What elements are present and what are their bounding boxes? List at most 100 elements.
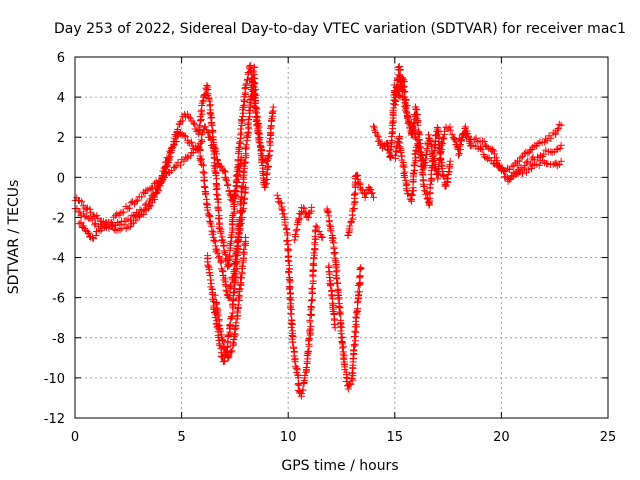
data-point-trace-b <box>180 131 188 139</box>
data-point-trace-m <box>416 153 424 161</box>
data-point-trace-a <box>89 211 97 219</box>
data-point-trace-d <box>250 63 258 71</box>
data-point-trace-n <box>401 173 409 181</box>
data-point-trace-l <box>387 151 395 159</box>
data-point-trace-j <box>331 324 339 332</box>
data-point-trace-g <box>294 380 302 388</box>
data-point-trace-m <box>421 187 429 195</box>
data-point-trace-g <box>318 234 326 241</box>
data-point-trace-m <box>412 134 420 142</box>
data-point-trace-b <box>230 188 238 196</box>
data-point-trace-d <box>242 141 250 149</box>
data-point-trace-c <box>203 200 211 208</box>
data-point-trace-p <box>517 154 525 162</box>
data-point-trace-n <box>400 163 408 171</box>
data-point-trace-d <box>205 269 213 277</box>
data-point-trace-g <box>306 326 314 334</box>
data-point-trace-l <box>373 131 381 139</box>
data-point-trace-m <box>437 155 445 163</box>
data-point-trace-f <box>266 137 274 145</box>
data-point-trace-g <box>304 347 312 355</box>
data-point-trace-c <box>92 231 100 239</box>
data-point-trace-a <box>263 157 271 165</box>
data-point-trace-a <box>195 130 203 138</box>
data-point-trace-q <box>526 160 534 168</box>
data-point-trace-k <box>354 175 362 183</box>
data-point-trace-c <box>215 252 223 260</box>
data-point-trace-c <box>77 218 85 226</box>
data-point-trace-b <box>229 194 237 202</box>
data-point-trace-i <box>333 280 341 287</box>
data-point-trace-c <box>222 286 230 294</box>
data-point-trace-d <box>233 255 241 263</box>
data-point-trace-p <box>472 134 480 142</box>
data-point-trace-c <box>183 154 191 162</box>
data-point-trace-c <box>120 208 128 216</box>
data-point-trace-g <box>273 191 281 199</box>
data-point-trace-f <box>269 103 277 111</box>
data-point-trace-e <box>229 339 237 347</box>
data-point-trace-l <box>423 151 431 159</box>
x-tick-label: 5 <box>177 430 185 445</box>
data-point-trace-a <box>227 231 235 239</box>
data-point-trace-d <box>236 215 244 223</box>
data-point-trace-b <box>214 156 222 164</box>
data-point-trace-o <box>535 161 543 169</box>
data-point-trace-c <box>116 209 124 217</box>
data-point-trace-c <box>149 184 157 192</box>
data-point-trace-i <box>352 328 360 336</box>
data-point-trace-c <box>100 223 108 231</box>
data-point-trace-n <box>396 143 404 151</box>
data-point-trace-i <box>327 227 335 235</box>
data-point-trace-c <box>102 222 110 230</box>
data-point-trace-e <box>222 347 230 355</box>
data-point-trace-l <box>370 122 378 130</box>
data-point-trace-h <box>291 236 299 244</box>
data-point-trace-i <box>324 209 332 217</box>
data-point-trace-p <box>557 121 565 129</box>
data-point-trace-l <box>375 136 383 144</box>
data-point-trace-f <box>256 139 264 147</box>
data-point-trace-g <box>290 344 298 352</box>
data-point-trace-c <box>203 206 211 214</box>
data-point-trace-q <box>557 141 565 149</box>
data-point-trace-o <box>557 157 565 165</box>
data-point-trace-q <box>531 156 539 164</box>
data-point-trace-p <box>480 138 488 146</box>
data-point-trace-l <box>433 169 441 177</box>
data-point-trace-o <box>555 160 563 168</box>
data-point-trace-g <box>308 304 316 312</box>
data-point-trace-f <box>251 79 259 87</box>
data-point-trace-d <box>211 314 219 322</box>
data-point-trace-a <box>215 225 223 233</box>
data-point-trace-e <box>227 348 235 356</box>
data-point-trace-d <box>230 288 238 296</box>
data-point-trace-p <box>496 162 504 170</box>
data-point-trace-o <box>506 176 514 184</box>
data-point-trace-l <box>413 111 421 119</box>
data-point-trace-g <box>318 233 326 241</box>
data-point-trace-p <box>515 157 523 165</box>
y-tick-label: 2 <box>57 131 65 146</box>
data-point-trace-a <box>237 129 245 137</box>
data-point-trace-a <box>191 120 199 128</box>
data-point-trace-a <box>196 122 204 130</box>
data-point-trace-b <box>220 167 228 175</box>
data-point-trace-g <box>287 323 295 331</box>
data-point-trace-k <box>361 193 369 201</box>
data-point-trace-a <box>258 155 266 163</box>
data-point-trace-i <box>332 275 340 283</box>
data-point-trace-b <box>167 149 175 157</box>
data-point-trace-m <box>422 190 430 198</box>
data-point-trace-m <box>407 119 415 127</box>
data-point-trace-a <box>237 125 245 133</box>
data-point-trace-d <box>233 246 241 254</box>
data-point-trace-q <box>511 170 519 178</box>
data-point-trace-c <box>172 162 180 170</box>
data-point-trace-a <box>78 198 86 206</box>
data-point-trace-c <box>86 233 94 241</box>
data-point-trace-b <box>211 144 219 152</box>
data-point-trace-e <box>237 280 245 288</box>
data-point-trace-b <box>81 213 89 221</box>
data-point-trace-b <box>134 211 142 219</box>
